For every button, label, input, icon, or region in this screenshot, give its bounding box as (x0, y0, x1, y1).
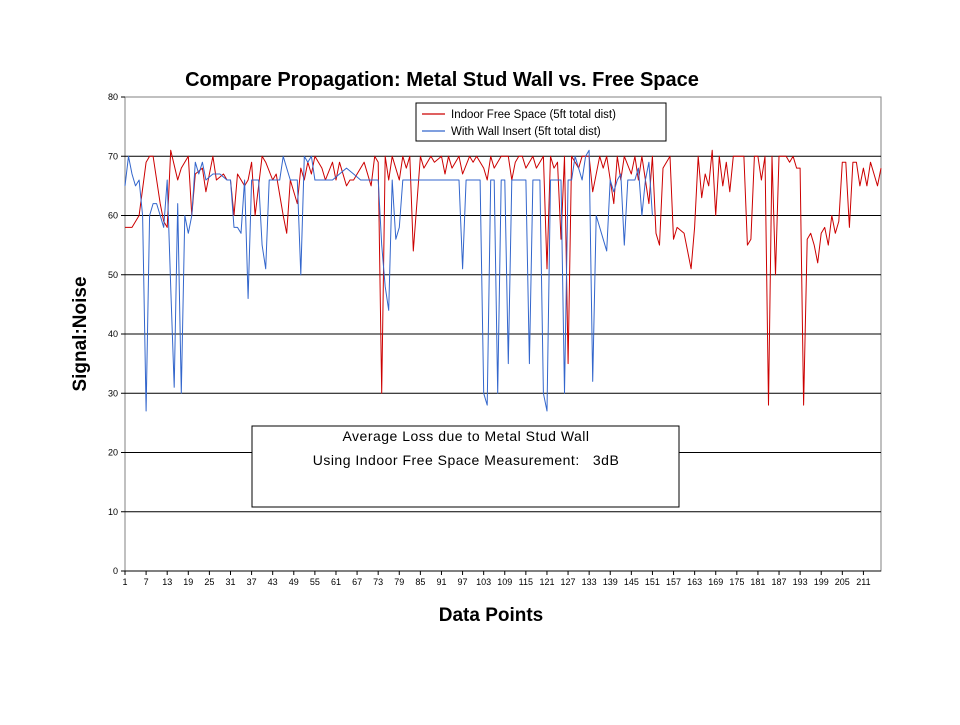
x-tick-label: 169 (708, 577, 723, 587)
x-tick-label: 127 (561, 577, 576, 587)
y-axis-title: Signal:Noise (70, 276, 91, 391)
x-tick-label: 157 (666, 577, 681, 587)
x-tick-label: 31 (225, 577, 235, 587)
x-tick-label: 151 (645, 577, 660, 587)
x-tick-label: 187 (772, 577, 787, 587)
y-tick-label: 30 (108, 388, 118, 398)
x-tick-label: 85 (415, 577, 425, 587)
legend-label-free-space: Indoor Free Space (5ft total dist) (451, 109, 616, 121)
x-tick-label: 199 (814, 577, 829, 587)
x-tick-labels: 1 7 13 19 25 31 37 43 49 55 61 67 73 79 85 91 97 103 109 11… (122, 571, 871, 587)
legend-box (415, 102, 667, 142)
x-tick-label: 103 (476, 577, 491, 587)
y-tick-label: 80 (108, 92, 118, 102)
x-tick-label: 211 (856, 577, 870, 587)
x-tick-label: 13 (162, 577, 172, 587)
x-tick-label: 175 (729, 577, 744, 587)
x-tick-label: 55 (310, 577, 320, 587)
y-tick-label: 10 (108, 507, 118, 517)
x-tick-label: 145 (624, 577, 639, 587)
x-tick-label: 133 (582, 577, 597, 587)
x-tick-label: 193 (793, 577, 808, 587)
x-tick-label: 163 (687, 577, 702, 587)
x-tick-label: 121 (539, 577, 554, 587)
y-tick-label: 50 (108, 270, 118, 280)
y-tick-label: 60 (108, 211, 118, 221)
x-tick-label: 97 (458, 577, 468, 587)
annotation-line-1: Average Loss due to Metal Stud Wall (342, 428, 589, 444)
x-tick-label: 73 (373, 577, 383, 587)
annotation-frame (251, 425, 680, 508)
annotation-box: Average Loss due to Metal Stud Wall Usin… (251, 425, 680, 508)
chart-title: Compare Propagation: Metal Stud Wall vs.… (185, 69, 699, 91)
series-line-free-space (125, 149, 882, 406)
x-tick-label: 67 (352, 577, 362, 587)
x-tick-label: 7 (144, 577, 149, 587)
x-tick-label: 181 (750, 577, 765, 587)
y-tick-label: 0 (113, 566, 118, 576)
x-tick-label: 49 (289, 577, 299, 587)
y-tick-label: 40 (108, 329, 118, 339)
series-lines (124, 149, 882, 412)
x-tick-label: 1 (122, 577, 127, 587)
y-tick-label: 20 (108, 448, 118, 458)
x-tick-label: 79 (394, 577, 404, 587)
series-line-wall-insert (124, 149, 653, 412)
legend: Indoor Free Space (5ft total dist) With … (415, 102, 667, 142)
legend-label-wall-insert: With Wall Insert (5ft total dist) (451, 126, 601, 138)
x-tick-label: 61 (331, 577, 341, 587)
x-tick-label: 25 (204, 577, 214, 587)
x-tick-label: 139 (603, 577, 618, 587)
y-tick-labels: 0 10 20 30 40 50 60 70 80 (108, 92, 125, 576)
x-tick-label: 109 (497, 577, 512, 587)
annotation-line-2: Using Indoor Free Space Measurement: 3dB (313, 452, 620, 468)
x-tick-label: 37 (247, 577, 257, 587)
x-tick-label: 43 (268, 577, 278, 587)
y-tick-label: 70 (108, 151, 118, 161)
x-tick-label: 19 (183, 577, 193, 587)
x-tick-label: 91 (436, 577, 446, 587)
x-tick-label: 115 (519, 577, 533, 587)
x-tick-label: 205 (835, 577, 850, 587)
x-axis-title: Data Points (439, 605, 544, 626)
